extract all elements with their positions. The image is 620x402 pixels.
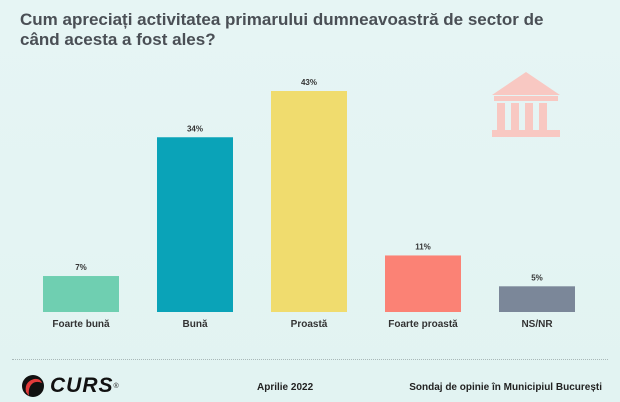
- category-label: NS/NR: [521, 319, 553, 330]
- bar-0: [43, 276, 119, 312]
- footer-source: Sondaj de opinie în Municipiul București: [409, 382, 602, 393]
- data-label: 43%: [301, 78, 317, 87]
- curs-logo: CURS ®: [20, 374, 119, 398]
- category-label: Proastă: [291, 319, 328, 330]
- curs-logo-icon: [22, 375, 44, 397]
- footer-date: Aprilie 2022: [257, 382, 314, 393]
- footer-divider: [12, 359, 608, 360]
- data-label: 7%: [75, 263, 87, 272]
- category-label: Foarte proastă: [388, 319, 458, 330]
- registered-mark: ®: [113, 382, 119, 390]
- bar-2: [271, 91, 347, 312]
- category-label: Bună: [183, 319, 208, 330]
- category-label: Foarte bună: [52, 319, 110, 330]
- bar-3: [385, 255, 461, 312]
- bank-building-icon: [492, 72, 560, 137]
- bar-4: [499, 286, 575, 312]
- bar-1: [157, 137, 233, 312]
- data-label: 5%: [531, 273, 543, 282]
- chart-title: Cum apreciați activitatea primarului dum…: [20, 10, 544, 49]
- data-label: 11%: [415, 242, 431, 251]
- data-label: 34%: [187, 124, 203, 133]
- logo-text: CURS: [50, 374, 114, 397]
